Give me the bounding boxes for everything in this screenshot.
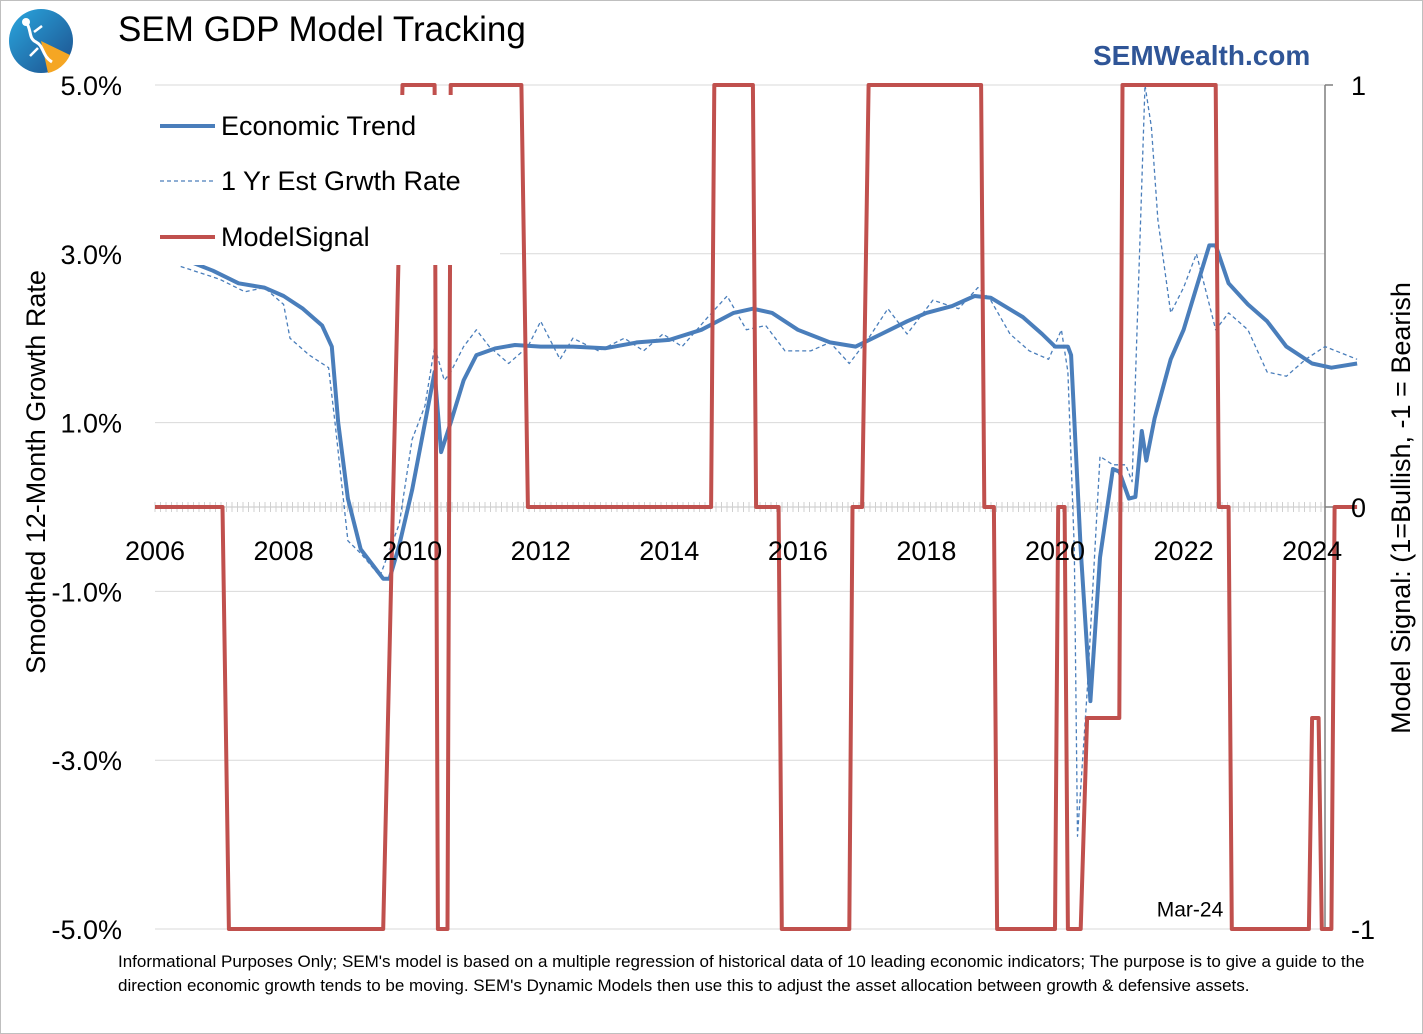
legend-label-0: Economic Trend (221, 111, 416, 141)
y-tick-label-0: 5.0% (60, 71, 122, 101)
legend-label-2: ModelSignal (221, 222, 370, 252)
chart-title: SEM GDP Model Tracking (118, 10, 526, 49)
y2-axis-title: Model Signal: (1=Bullish, -1 = Bearish (1386, 282, 1416, 734)
x-tick-label-3: 2012 (511, 536, 571, 566)
x-tick-label-5: 2016 (768, 536, 828, 566)
date-annotation: Mar-24 (1157, 898, 1224, 921)
x-tick-label-0: 2006 (125, 536, 185, 566)
y2-tick-label-2: -1 (1351, 915, 1375, 945)
x-tick-label-8: 2022 (1154, 536, 1214, 566)
y-tick-label-4: -3.0% (51, 746, 122, 776)
series-line-1 (180, 84, 1358, 837)
y2-tick-label-1: 0 (1351, 493, 1366, 523)
footnote: Informational Purposes Only; SEM's model… (118, 952, 1365, 995)
y-tick-label-2: 1.0% (60, 409, 122, 439)
legend-label-1: 1 Yr Est Grwth Rate (221, 166, 461, 196)
y-tick-label-1: 3.0% (60, 240, 122, 270)
brand-link[interactable]: SEMWealth.com (1093, 40, 1311, 71)
x-tick-label-4: 2014 (639, 536, 699, 566)
x-tick-label-7: 2020 (1025, 536, 1085, 566)
y-axis-title: Smoothed 12-Month Growth Rate (21, 270, 51, 674)
series-line-2 (155, 83, 1358, 931)
x-tick-label-6: 2018 (896, 536, 956, 566)
x-tick-label-2: 2010 (382, 536, 442, 566)
series-line-0 (179, 243, 1358, 704)
y-tick-label-3: -1.0% (51, 577, 122, 607)
logo-icon (9, 9, 73, 73)
y2-tick-label-0: 1 (1351, 71, 1366, 101)
x-tick-label-1: 2008 (254, 536, 314, 566)
x-tick-label-9: 2024 (1282, 536, 1342, 566)
y-tick-label-5: -5.0% (51, 915, 122, 945)
